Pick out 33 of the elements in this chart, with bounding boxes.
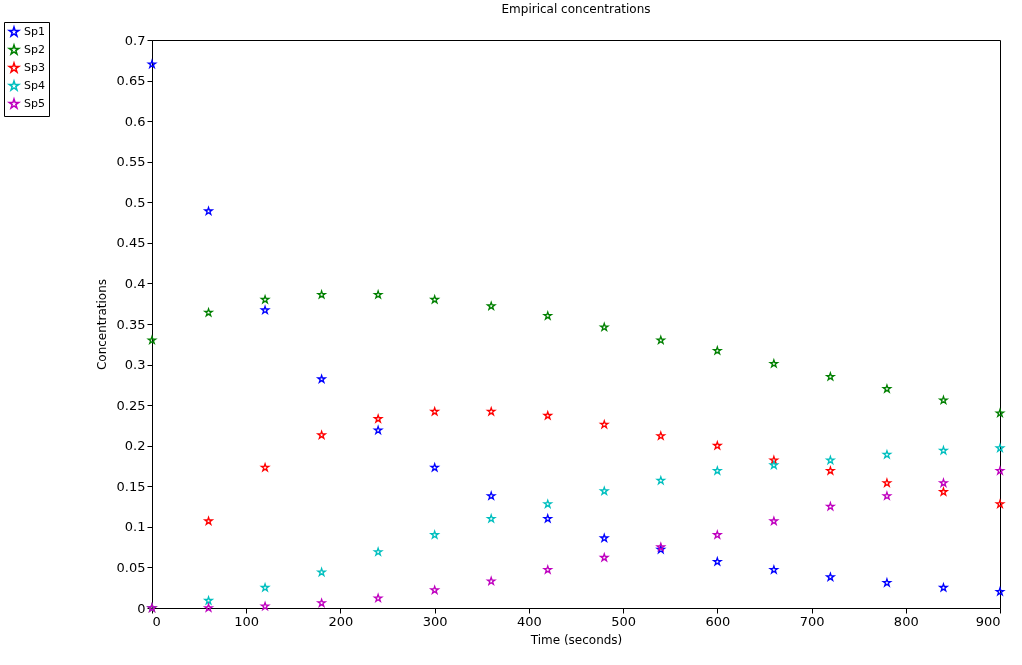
y-tick-label: 0.6 [124,113,146,129]
legend-label: Sp1 [24,25,45,38]
x-tick-label: 700 [799,613,825,629]
y-axis-title: Concentrations [94,278,109,371]
chart-title: Empirical concentrations [501,1,651,16]
y-tick-label: 0.35 [116,316,146,332]
y-tick-label: 0.3 [124,357,146,373]
x-tick-label: 500 [611,613,637,629]
x-tick-label: 200 [328,613,354,629]
y-tick-label: 0.4 [124,275,146,291]
y-tick-label: 0.25 [116,397,146,413]
x-tick-label: 0 [152,613,161,629]
y-tick-label: 0.7 [124,32,146,48]
y-tick-label: 0.05 [116,559,146,575]
y-tick-label: 0.45 [116,235,146,251]
y-tick-label: 0.5 [124,194,146,210]
y-tick-label: 0.1 [124,519,146,535]
y-tick-label: 0.65 [116,73,146,89]
legend-label: Sp3 [24,61,45,74]
y-tick-label: 0.2 [124,438,146,454]
x-tick-label: 100 [234,613,260,629]
x-tick-label: 900 [975,613,1001,629]
x-tick-label: 400 [516,613,542,629]
legend-label: Sp4 [24,79,45,92]
y-tick-label: 0 [137,600,146,616]
x-tick-label: 300 [422,613,448,629]
x-tick-label: 800 [893,613,919,629]
y-tick-label: 0.55 [116,154,146,170]
y-tick-label: 0.15 [116,478,146,494]
legend-label: Sp2 [24,43,45,56]
x-tick-label: 600 [705,613,731,629]
x-axis-title: Time (seconds) [529,632,623,647]
legend-label: Sp5 [24,97,45,110]
